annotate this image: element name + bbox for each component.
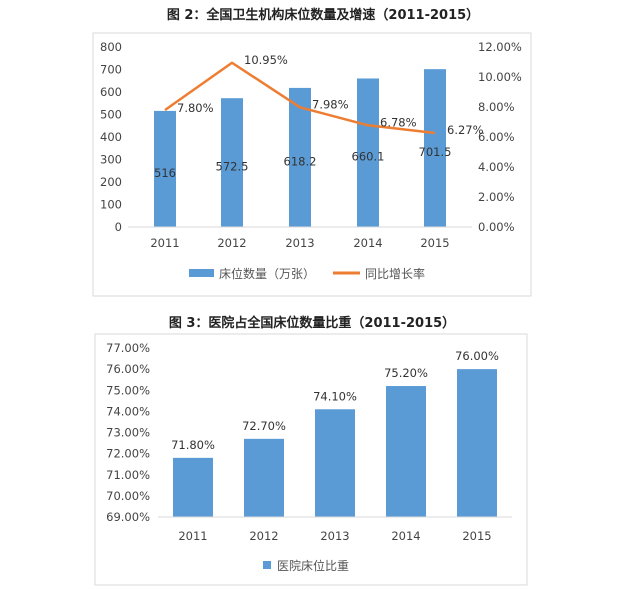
right-axis-tick: 8.00% [478,100,515,114]
legend-bar-label: 床位数量（万张） [219,266,315,281]
right-axis-tick: 0.00% [478,220,515,234]
left-axis-tick: 100 [100,198,122,212]
bar-2012 [244,438,284,517]
bar-data-label: 75.20% [384,366,428,380]
bar-data-label: 572.5 [216,160,249,174]
y-axis-tick: 74.00% [106,404,150,418]
line-data-label: 6.27% [447,123,484,137]
line-data-label: 10.95% [244,53,288,67]
bar-2011 [154,110,176,227]
right-axis-tick: 4.00% [478,160,515,174]
growth-rate-line [164,61,436,135]
chart1-frame [92,32,532,297]
y-axis-tick: 77.00% [106,341,150,355]
x-axis-tick: 2013 [285,236,314,250]
legend-label: 医院床位比重 [277,558,349,573]
y-axis-tick: 75.00% [106,383,150,397]
x-axis-tick: 2014 [353,236,382,250]
bar-2014 [386,386,426,517]
chart1: 0 100 200 300 400 500 600 700 800 0.00% 2.00% 4.00%… [100,40,522,281]
line-data-label: 7.80% [177,101,214,115]
left-axis-tick: 400 [100,130,122,144]
right-axis-tick: 6.00% [478,130,515,144]
x-axis-tick: 2011 [150,236,179,250]
line-data-label: 7.98% [312,97,349,111]
bar-data-label: 74.10% [313,389,357,403]
chart2: 69.00% 70.00% 71.00% 72.00% 73.00% 74.00% 75.0… [106,341,512,573]
bar-data-label: 618.2 [284,154,317,168]
left-axis-tick: 300 [100,153,122,167]
legend-bar-swatch [189,269,214,277]
x-axis-tick: 2015 [420,236,449,250]
bar-2013 [289,87,311,227]
bar-data-label: 72.70% [242,419,286,433]
bar-2014 [357,78,379,227]
y-axis-tick: 70.00% [106,489,150,503]
bar-2011 [173,457,213,517]
left-axis-tick: 700 [100,63,122,77]
y-axis-tick: 76.00% [106,362,150,376]
right-axis-tick: 12.00% [478,40,522,54]
bar-2013 [315,409,355,517]
y-axis-tick: 73.00% [106,426,150,440]
y-axis-tick: 69.00% [106,510,150,524]
left-axis-tick: 500 [100,108,122,122]
bar-2012 [221,98,243,227]
right-axis-tick: 2.00% [478,190,515,204]
bar-data-label: 701.5 [419,145,452,159]
bar-data-label: 660.1 [352,150,385,164]
right-axis-tick: 10.00% [478,70,522,84]
x-axis-tick: 2013 [320,529,349,543]
left-axis-tick: 600 [100,85,122,99]
left-axis-tick: 0 [115,220,122,234]
x-axis-tick: 2015 [462,529,491,543]
legend-line-label: 同比增长率 [365,266,425,281]
chart2-title: 图 3：医院占全国床位数量比重（2011-2015） [169,315,455,331]
legend-swatch [263,561,271,569]
line-data-label: 6.78% [380,115,417,129]
x-axis-tick: 2012 [249,529,278,543]
bar-2015 [457,369,497,517]
bar-data-label: 76.00% [455,349,499,363]
bar-2015 [424,69,446,227]
x-axis-tick: 2014 [391,529,420,543]
left-axis-tick: 800 [100,40,122,54]
x-axis-tick: 2011 [178,529,207,543]
chart1-title: 图 2：全国卫生机构床位数量及增速（2011-2015） [167,7,479,23]
bar-data-label: 516 [154,166,176,180]
chart2-frame [94,333,528,586]
x-axis-tick: 2012 [217,236,246,250]
y-axis-tick: 72.00% [106,447,150,461]
y-axis-tick: 71.00% [106,468,150,482]
left-axis-tick: 200 [100,175,122,189]
bar-data-label: 71.80% [171,438,215,452]
